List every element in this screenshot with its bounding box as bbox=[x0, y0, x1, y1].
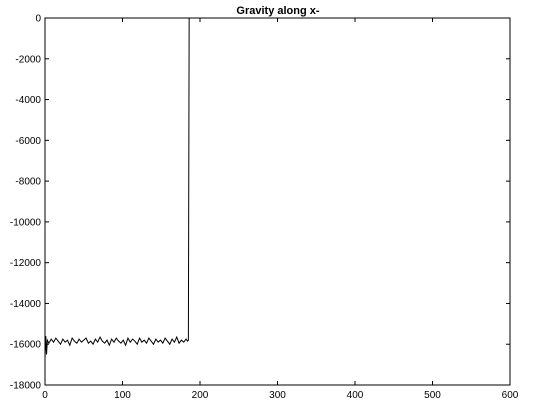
x-tick-label: 500 bbox=[424, 390, 441, 401]
y-tick-label: -6000 bbox=[15, 136, 41, 147]
x-tick-label: 300 bbox=[269, 390, 286, 401]
y-tick-label: -18000 bbox=[10, 381, 42, 392]
y-tick-label: -14000 bbox=[10, 299, 42, 310]
x-tick-label: 400 bbox=[347, 390, 364, 401]
x-tick-label: 200 bbox=[192, 390, 209, 401]
x-tick-label: 600 bbox=[502, 390, 519, 401]
plot-area bbox=[44, 17, 511, 386]
y-tick-label: -4000 bbox=[15, 95, 41, 106]
x-tick-label: 0 bbox=[42, 390, 48, 401]
x-tick-label: 100 bbox=[114, 390, 131, 401]
y-tick-label: -8000 bbox=[15, 177, 41, 188]
y-tick-label: -2000 bbox=[15, 54, 41, 65]
x-axis: 0 100 200 300 400 500 600 bbox=[42, 18, 519, 401]
y-tick-label: -16000 bbox=[10, 340, 42, 351]
y-axis: 0 -2000 -4000 -6000 -8000 -10000 -12000 -14000 -… bbox=[10, 14, 510, 392]
y-tick-label: -10000 bbox=[10, 217, 42, 228]
y-tick-label: 0 bbox=[35, 14, 41, 25]
series-line bbox=[44, 17, 190, 359]
y-tick-label: -12000 bbox=[10, 258, 42, 269]
chart-title: Gravity along x- bbox=[236, 5, 319, 17]
